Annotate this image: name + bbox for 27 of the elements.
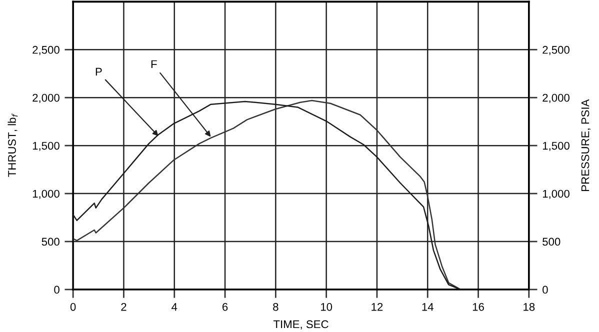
y-tick-label: 0 xyxy=(54,286,60,294)
y-tick-label: 1,000 xyxy=(32,190,60,200)
x-tick-label: 10 xyxy=(320,302,332,311)
x-tick-label: 0 xyxy=(70,302,76,311)
y2-tick-label: 0 xyxy=(542,286,548,294)
annotation: P xyxy=(96,68,102,76)
y2-axis-title: PRESSURE, PSIA xyxy=(581,99,590,191)
x-axis-title: TIME, SEC xyxy=(273,320,328,330)
x-tick-label: 2 xyxy=(121,302,126,311)
x-tick-label: 8 xyxy=(273,302,278,311)
y-tick-label: 2,500 xyxy=(32,46,60,56)
x-tick-label: 4 xyxy=(172,303,178,311)
annotation: F xyxy=(151,60,157,68)
y2-tick-label: 2,000 xyxy=(542,94,570,104)
x-tick-label: 18 xyxy=(524,302,535,311)
y2-tick-label: 1,500 xyxy=(542,142,570,152)
y2-tick-label: 1,000 xyxy=(542,190,570,200)
y-tick-label: 500 xyxy=(42,238,60,246)
x-tick-label: 16 xyxy=(472,302,484,311)
y-tick-label: 1,500 xyxy=(32,142,60,152)
x-tick-label: 6 xyxy=(222,302,228,311)
y2-tick-label: 500 xyxy=(542,238,560,246)
y-tick-label: 2,000 xyxy=(32,94,60,104)
x-tick-label: 12 xyxy=(372,302,383,311)
y-axis-title: THRUST, lb$_{f}$ xyxy=(8,113,18,177)
y2-tick-label: 2,500 xyxy=(542,46,570,56)
x-tick-label: 14 xyxy=(422,303,434,311)
